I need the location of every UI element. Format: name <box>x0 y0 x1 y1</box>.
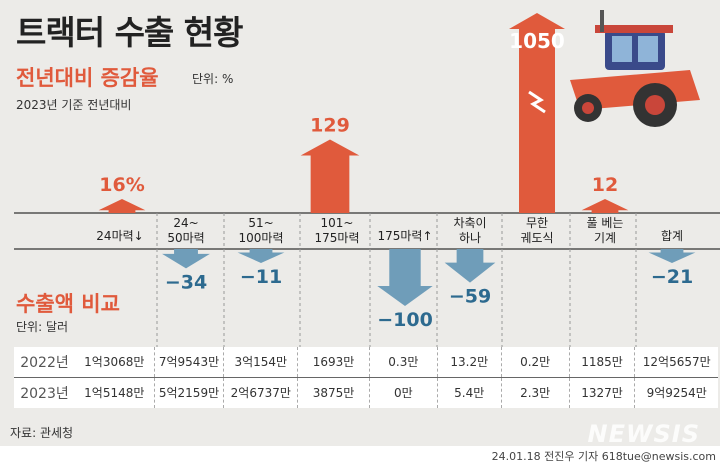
value-label: −21 <box>651 266 693 288</box>
table-cell: 2.3만 <box>500 378 569 408</box>
bar-arrow-down <box>648 249 696 263</box>
value-label: −34 <box>165 271 207 293</box>
table-cell: 2억6737만 <box>223 378 297 408</box>
table-cell: 0만 <box>368 378 437 408</box>
table-cell: 5억2159만 <box>153 378 224 408</box>
category-label: 101~ 175마력 <box>315 216 360 245</box>
newsis-logo: NEWSIS <box>587 420 700 448</box>
table-cell: 12억5657만 <box>634 347 718 377</box>
value-label: −59 <box>449 286 491 308</box>
table-row-2023: 2023년 1억5148만 5억2159만 2억6737만 3875만 0만 5.4만 2.… <box>14 377 718 408</box>
table-cell: 5.4만 <box>436 378 501 408</box>
category-label: 차축이 하나 <box>453 216 486 245</box>
table-cell: 0.2만 <box>500 347 569 377</box>
bar-arrow-down <box>162 249 210 269</box>
section-title-amount: 수출액 비교 <box>16 292 120 316</box>
table-cell: 9억9254만 <box>634 378 718 408</box>
category-label: 24마력↓ <box>96 229 143 243</box>
table-cell: 1억3068만 <box>84 355 145 369</box>
source-note: 자료: 관세청 <box>10 426 74 440</box>
category-label: 24~ 50마력 <box>167 216 204 245</box>
table-cell: 1693만 <box>297 347 369 377</box>
year-label: 2022년 <box>20 355 69 371</box>
axis-break-mark <box>528 90 546 114</box>
value-label: 129 <box>310 114 350 136</box>
section-title-rate: 전년대비 증감율 <box>16 66 159 90</box>
bar-arrow-up <box>509 13 565 213</box>
bar-arrow-up <box>300 139 360 213</box>
bar-arrow-down <box>377 249 433 306</box>
table-cell: 0.3만 <box>368 347 437 377</box>
base-note: 2023년 기준 전년대비 <box>16 98 132 112</box>
value-label: 12 <box>592 174 618 196</box>
credit-line: 24.01.18 전진우 기자 618tue@newsis.com <box>491 450 716 463</box>
bar-arrow-down <box>444 249 496 283</box>
table-cell: 1327만 <box>568 378 635 408</box>
value-label: −100 <box>377 309 433 331</box>
bar-arrow-down <box>237 249 285 263</box>
tractor-illustration <box>570 10 700 127</box>
value-label: −11 <box>240 266 282 288</box>
year-label: 2023년 <box>20 386 69 402</box>
table-cell: 1185만 <box>568 347 635 377</box>
value-label: 16% <box>99 174 144 196</box>
category-label: 51~ 100마력 <box>239 216 284 245</box>
table-cell: 3억154만 <box>223 347 297 377</box>
table-cell: 1억5148만 <box>84 386 145 400</box>
category-label: 무한 궤도식 <box>520 216 553 245</box>
category-label: 풀 베는 기계 <box>587 216 624 245</box>
table-cell: 13.2만 <box>436 347 501 377</box>
table-cell: 7억9543만 <box>153 347 224 377</box>
bar-arrow-up <box>581 199 629 213</box>
table-cell: 3875만 <box>297 378 369 408</box>
category-label: 175마력↑ <box>377 229 432 243</box>
category-label: 합계 <box>661 229 683 243</box>
page-title: 트랙터 수출 현황 <box>16 13 243 52</box>
export-amount-table: 2022년 1억3068만 7억9543만 3억154만 1693만 0.3만 13.2만… <box>14 347 718 408</box>
table-row-2022: 2022년 1억3068만 7억9543만 3억154만 1693만 0.3만 13.2만… <box>14 347 718 377</box>
unit-label-amount: 단위: 달러 <box>16 320 69 334</box>
unit-label-rate: 단위: % <box>192 72 234 86</box>
bar-arrow-up <box>98 199 146 213</box>
value-label: 1050 <box>509 29 565 53</box>
